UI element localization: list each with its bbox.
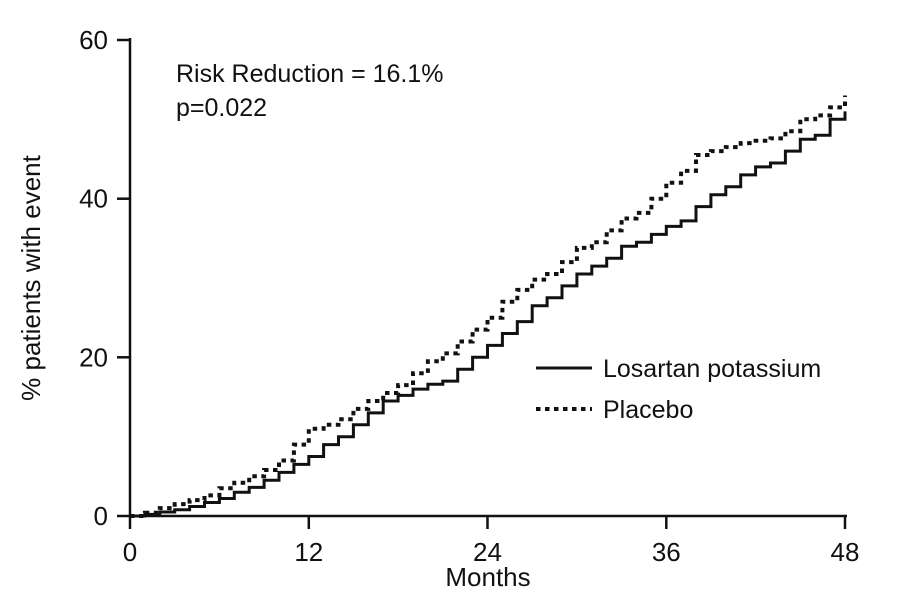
x-axis-label: Months — [445, 562, 530, 592]
axis-ticks: 0 12 24 36 48 0 20 40 60 — [79, 25, 859, 567]
risk-reduction-annotation: Risk Reduction = 16.1% — [176, 60, 444, 88]
x-tick-label: 0 — [123, 537, 137, 567]
y-tick-label: 20 — [79, 342, 108, 372]
y-tick-label: 0 — [94, 501, 108, 531]
x-tick-label: 24 — [473, 537, 502, 567]
y-tick-label: 60 — [79, 25, 108, 55]
placebo-curve — [130, 95, 847, 518]
legend-losartan-label: Losartan potassium — [603, 355, 821, 383]
x-tick-label: 12 — [294, 537, 323, 567]
legend-placebo-label: Placebo — [603, 396, 693, 424]
p-value-annotation: p=0.022 — [176, 94, 267, 122]
x-tick-label: 48 — [831, 537, 860, 567]
x-tick-label: 36 — [652, 537, 681, 567]
losartan-curve — [130, 111, 847, 518]
y-tick-label: 40 — [79, 184, 108, 214]
y-axis-label: % patients with event — [16, 154, 46, 400]
legend: Losartan potassium Placebo — [536, 355, 821, 424]
